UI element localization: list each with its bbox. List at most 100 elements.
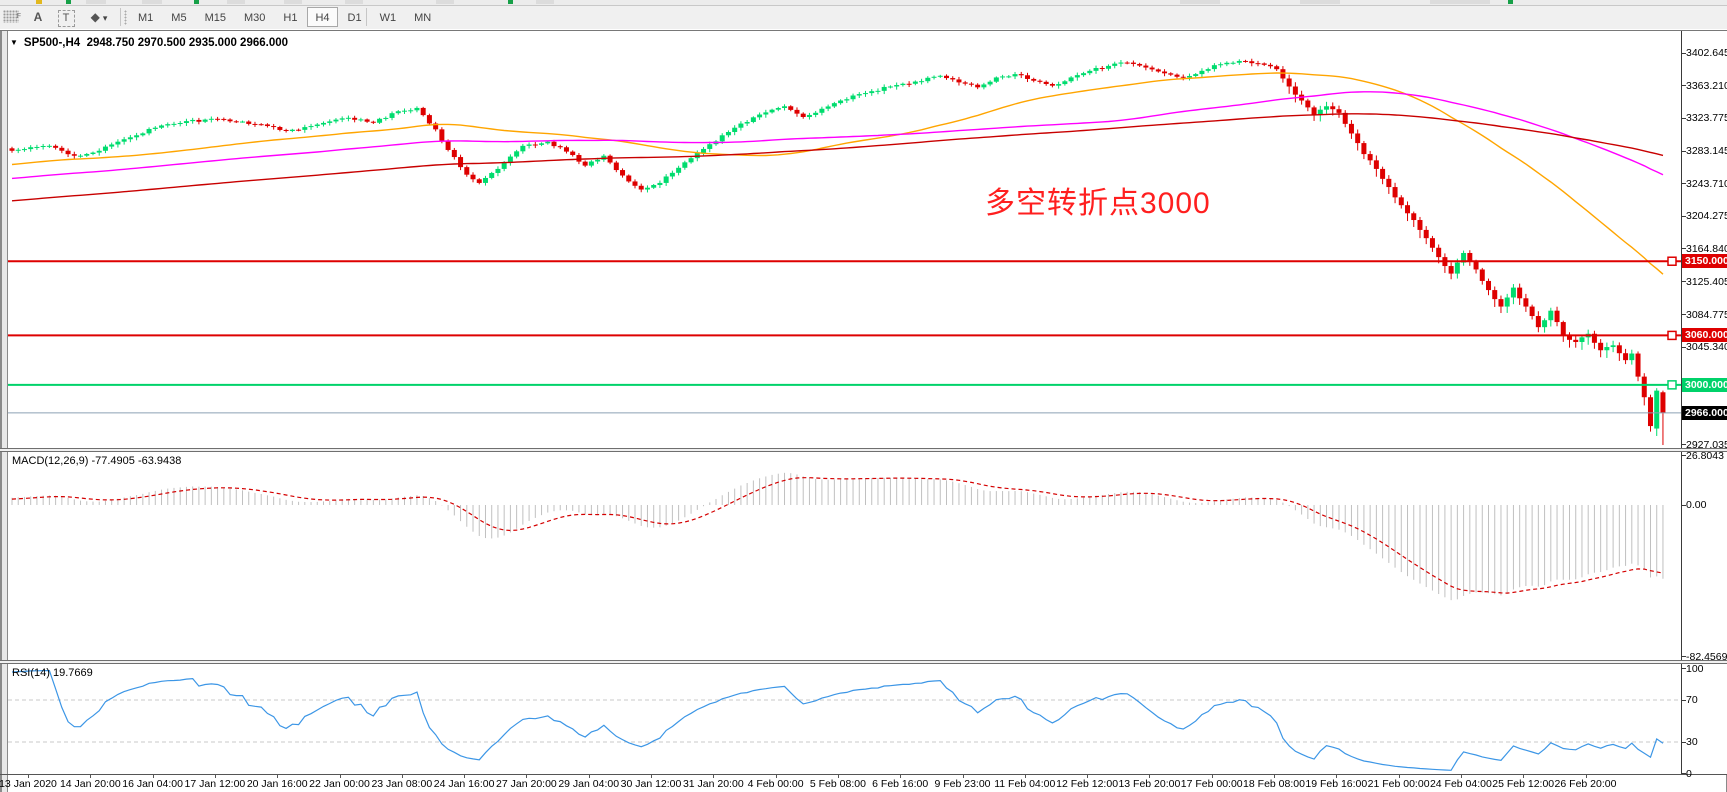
timeframe-button-m15[interactable]: M15 — [204, 12, 226, 24]
time-axis-label[interactable]: 4 Feb 00:00 — [747, 778, 804, 790]
time-axis-tick — [1460, 774, 1462, 778]
price-axis-label: 3243.710 — [1686, 177, 1727, 190]
price-axis-label: 3084.775 — [1686, 308, 1727, 321]
toolbar-separator — [120, 8, 121, 26]
timeframe-button-w1[interactable]: W1 — [379, 12, 397, 24]
time-axis-label[interactable]: 12 Feb 12:00 — [1056, 778, 1119, 790]
time-axis-tick — [588, 774, 590, 778]
chart-window-border — [0, 31, 8, 792]
time-axis-label[interactable]: 22 Jan 00:00 — [309, 778, 370, 790]
time-axis-label[interactable]: 5 Feb 08:00 — [809, 778, 866, 790]
price-axis-tick — [1681, 183, 1686, 185]
time-axis-label[interactable]: 19 Feb 16:00 — [1305, 778, 1368, 790]
rsi-axis-tick — [1681, 773, 1686, 774]
price-axis-label: 3283.145 — [1686, 145, 1727, 158]
timeframe-button-m1[interactable]: M1 — [138, 12, 154, 24]
time-axis-label[interactable]: 26 Feb 20:00 — [1554, 778, 1617, 790]
chevron-down-icon: ▾ — [102, 13, 108, 23]
timeframe-button-h4[interactable]: H4 — [307, 7, 338, 27]
time-axis-label[interactable]: 11 Feb 04:00 — [994, 778, 1056, 790]
text-label-button[interactable]: A — [33, 10, 43, 24]
toolbar-fragment — [1430, 0, 1490, 4]
time-axis-label[interactable]: 31 Jan 20:00 — [682, 778, 744, 790]
time-axis-tick — [401, 774, 403, 778]
price-axis-tick — [1681, 117, 1686, 119]
price-axis-tick — [1681, 150, 1686, 152]
price-axis[interactable] — [1682, 31, 1727, 774]
time-axis-tick — [713, 774, 715, 778]
time-axis-label[interactable]: 29 Jan 04:00 — [558, 778, 620, 790]
timeframe-button-d1[interactable]: D1 — [347, 12, 362, 24]
diamond-icon: ◆ — [90, 10, 100, 24]
panel-splitter[interactable] — [0, 660, 1727, 664]
symbol-dropdown-icon[interactable]: ▼ — [10, 38, 18, 47]
time-axis-label[interactable]: 16 Jan 04:00 — [122, 778, 183, 790]
price-axis-tick — [1681, 444, 1686, 446]
chart-window-border — [0, 30, 1727, 31]
time-axis-tick — [339, 774, 341, 778]
time-axis-tick — [1336, 774, 1338, 778]
price-axis-tick — [1681, 85, 1686, 86]
time-axis-border — [0, 774, 1727, 775]
rsi-axis-label: 70 — [1686, 694, 1698, 706]
time-axis-tick — [962, 774, 964, 778]
arrows-shapes-button[interactable]: ◆ ▾ — [84, 7, 114, 27]
time-axis-tick — [28, 774, 29, 778]
time-axis-tick — [1398, 774, 1400, 778]
price-axis-label: 3204.275 — [1686, 210, 1727, 223]
time-axis-label[interactable]: 23 Jan 08:00 — [371, 778, 433, 790]
macd-axis-label: 0.00 — [1686, 499, 1707, 511]
time-axis-label[interactable]: 30 Jan 12:00 — [620, 778, 682, 790]
price-axis-tick — [1681, 215, 1686, 217]
macd-axis-tick — [1681, 656, 1686, 658]
time-axis-label[interactable]: 24 Feb 04:00 — [1429, 778, 1492, 790]
time-axis-label[interactable]: 9 Feb 23:00 — [934, 778, 991, 790]
ohlc-values: 2948.750 2970.500 2935.000 2966.000 — [86, 37, 289, 49]
time-axis-label[interactable]: 27 Jan 20:00 — [496, 778, 557, 790]
time-axis-tick — [1024, 774, 1026, 778]
chart-text-annotation[interactable]: 多空转折点3000 — [985, 187, 1211, 220]
time-axis-label[interactable]: 24 Jan 16:00 — [433, 778, 495, 790]
rsi-axis-tick — [1681, 741, 1686, 743]
toolbar-fragment — [142, 0, 162, 4]
rsi-axis-tick — [1681, 699, 1686, 701]
time-axis-label[interactable]: 21 Feb 00:00 — [1367, 778, 1430, 790]
time-axis-label[interactable]: 14 Jan 20:00 — [59, 778, 121, 790]
time-axis-label[interactable]: 6 Feb 16:00 — [872, 778, 929, 790]
dock-grid-icon[interactable]: F — [3, 10, 21, 23]
chart-title: ▼ SP500-,H4 2948.750 2970.500 2935.000 29… — [10, 37, 288, 49]
timeframe-button-m30[interactable]: M30 — [243, 12, 266, 24]
toolbar-separator — [366, 8, 367, 26]
price-axis-label: 2927.035 — [1686, 438, 1727, 451]
time-axis-label[interactable]: 20 Jan 16:00 — [246, 778, 308, 790]
price-axis-border — [1681, 31, 1682, 774]
toolbar-fragment — [436, 0, 454, 4]
toolbar-fragment — [66, 0, 71, 4]
macd-axis-tick — [1681, 455, 1686, 457]
timeframe-button-h1[interactable]: H1 — [283, 12, 298, 24]
panel-splitter[interactable] — [0, 448, 1727, 452]
toolbar-fragment — [345, 0, 363, 4]
toolbar: F A T ◆ ▾ M1 M5 M15 M30 H1 H4 D1 W1 MN — [0, 6, 1727, 29]
time-axis-label[interactable]: 13 Jan 2020 — [0, 778, 57, 790]
time-axis-label[interactable]: 17 Jan 12:00 — [184, 778, 246, 790]
time-axis-tick — [152, 774, 154, 778]
timeframe-bar: M1 M5 M15 M30 H1 H4 D1 W1 MN — [130, 7, 439, 27]
toolbar-fragment — [1300, 0, 1340, 4]
time-axis-label[interactable]: 18 Feb 08:00 — [1243, 778, 1305, 790]
time-axis-label[interactable]: 13 Feb 20:00 — [1118, 778, 1181, 790]
top-toolbar-clipped — [0, 0, 1727, 6]
time-axis-label[interactable]: 25 Feb 12:00 — [1492, 778, 1555, 790]
price-axis-tick — [1681, 346, 1686, 348]
timeframe-button-mn[interactable]: MN — [414, 12, 432, 24]
timeframe-button-m5[interactable]: M5 — [171, 12, 187, 24]
time-axis-label[interactable]: 17 Feb 00:00 — [1180, 778, 1243, 790]
price-axis-label: 3402.645 — [1686, 47, 1727, 59]
rsi-axis-label: 30 — [1686, 736, 1698, 748]
time-axis-tick — [900, 774, 902, 778]
rsi-axis-label: 100 — [1686, 662, 1704, 675]
time-axis-tick — [214, 774, 216, 778]
text-box-button[interactable]: T — [56, 7, 76, 27]
toolbar-fragment — [86, 0, 106, 4]
